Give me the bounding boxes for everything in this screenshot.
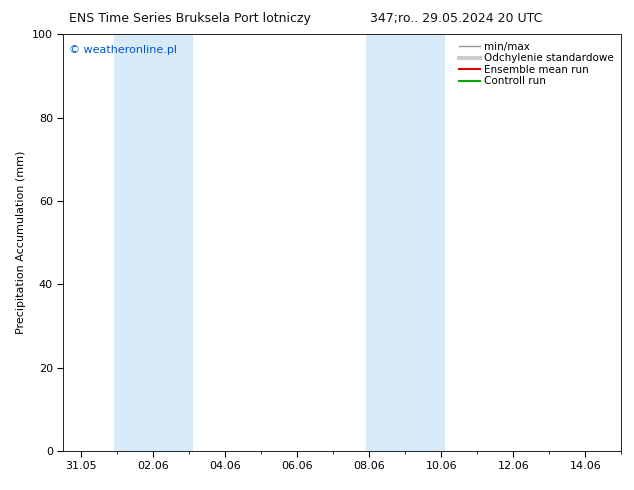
Text: 347;ro.. 29.05.2024 20 UTC: 347;ro.. 29.05.2024 20 UTC <box>370 12 543 25</box>
Text: ENS Time Series Bruksela Port lotniczy: ENS Time Series Bruksela Port lotniczy <box>69 12 311 25</box>
Text: © weatheronline.pl: © weatheronline.pl <box>69 45 177 55</box>
Legend: min/max, Odchylenie standardowe, Ensemble mean run, Controll run: min/max, Odchylenie standardowe, Ensembl… <box>457 40 616 88</box>
Y-axis label: Precipitation Accumulation (mm): Precipitation Accumulation (mm) <box>16 151 27 334</box>
Bar <box>366 34 445 451</box>
Bar <box>113 34 193 451</box>
